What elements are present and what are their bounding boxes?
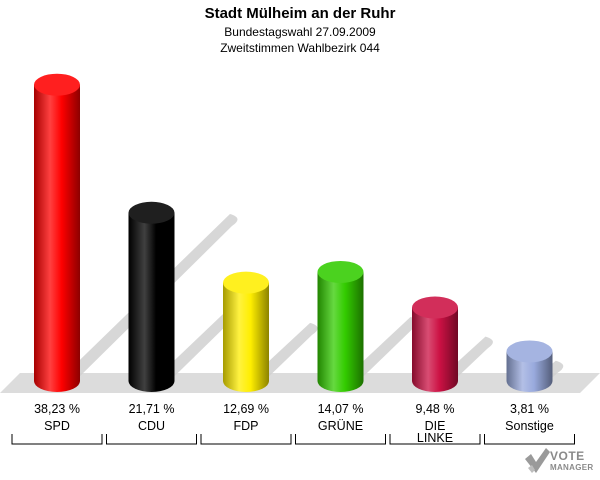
- chart-subtitle-district: Zweitstimmen Wahlbezirk 044: [220, 41, 380, 55]
- value-label: 9,48 %: [416, 402, 455, 416]
- category-bracket: [484, 434, 575, 445]
- category-bracket: [106, 434, 197, 445]
- category-bracket: [295, 434, 386, 445]
- bar-top-3: [317, 260, 364, 283]
- bar-top-1: [128, 201, 175, 224]
- bar-spd: [34, 84, 80, 392]
- bar-die-linke: [412, 307, 458, 392]
- value-label: 14,07 %: [318, 402, 364, 416]
- category-bracket: [389, 434, 481, 445]
- category-label: Sonstige: [505, 419, 554, 433]
- bar-top-4: [412, 296, 458, 319]
- value-label: 12,69 %: [223, 402, 269, 416]
- bar-fdp: [223, 282, 269, 392]
- category-label: GRÜNE: [318, 419, 363, 433]
- bars: [34, 73, 553, 392]
- category-label: FDP: [234, 419, 259, 433]
- category-label: SPD: [44, 419, 70, 433]
- bar-top-2: [223, 271, 269, 294]
- bar-cdu: [128, 212, 175, 392]
- category-bracket: [200, 434, 292, 445]
- value-label: 21,71 %: [129, 402, 175, 416]
- bar-top-0: [34, 73, 80, 96]
- chart-title: Stadt Mülheim an der Ruhr: [204, 5, 396, 22]
- bar-labels: 38,23 % SPD 21,71 % CDU 12,69 % FDP 14,07 % GRÜ…: [11, 402, 575, 445]
- category-label: LINKE: [417, 431, 453, 445]
- category-bracket: [11, 434, 103, 445]
- checkmark-logo-icon: [525, 448, 550, 473]
- chart-subtitle-election: Bundestagswahl 27.09.2009: [224, 25, 376, 39]
- value-label: 3,81 %: [510, 402, 549, 416]
- bar-top-5: [506, 340, 553, 363]
- logo-text-vote: VOTE: [550, 449, 585, 463]
- category-label: DIE: [425, 419, 446, 433]
- category-label: CDU: [138, 419, 165, 433]
- votemanager-logo: VOTE MANAGER: [522, 446, 598, 478]
- logo-text-manager: MANAGER: [550, 463, 594, 472]
- bar-sonstige: [506, 351, 553, 392]
- bar-grüne: [317, 271, 364, 392]
- value-label: 38,23 %: [34, 402, 80, 416]
